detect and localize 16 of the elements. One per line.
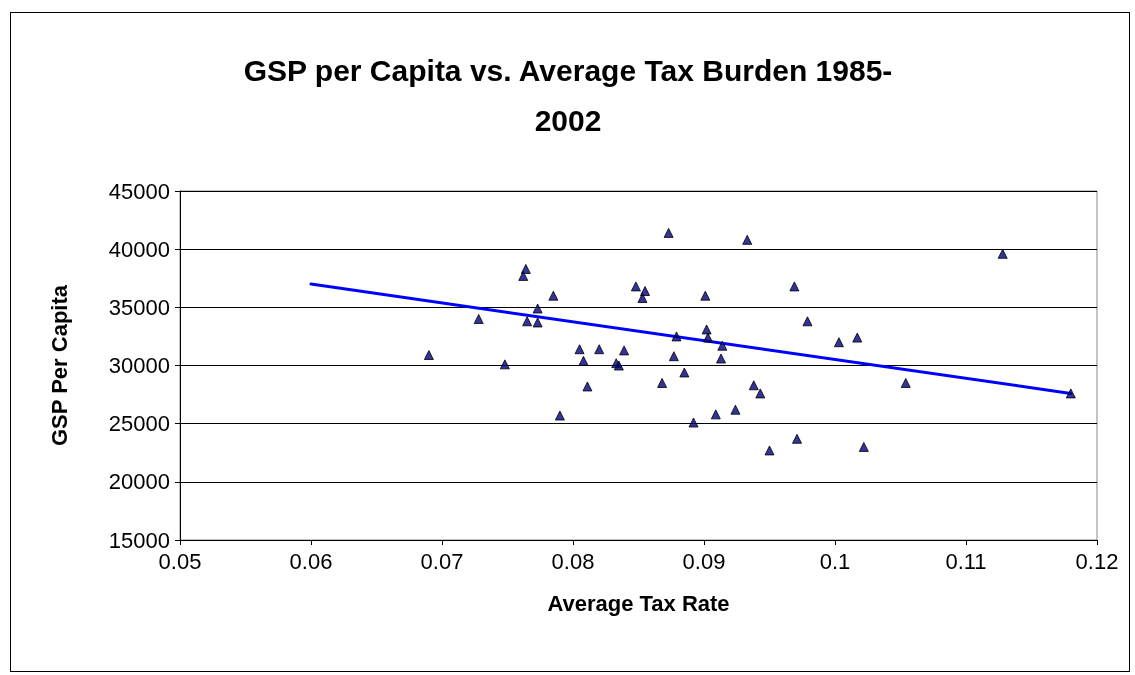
y-tick-label: 35000 (108, 294, 170, 320)
x-tick-label: 0.12 (1075, 548, 1119, 574)
x-tick-label: 0.06 (289, 548, 333, 574)
x-tick-label: 0.09 (682, 548, 726, 574)
y-tick-label: 40000 (108, 236, 170, 262)
y-tick-label: 30000 (108, 353, 170, 378)
x-tick-label: 0.1 (819, 548, 851, 574)
x-tick-label: 0.07 (420, 548, 464, 574)
x-axis-title: Average Tax Rate (547, 590, 730, 616)
y-tick-label: 25000 (108, 411, 170, 437)
y-tick-label: 45000 (108, 178, 170, 204)
y-axis-title: GSP Per Capita (46, 284, 72, 446)
x-tick-label: 0.11 (945, 548, 987, 574)
y-tick-label: 20000 (108, 469, 170, 495)
x-tick-label: 0.08 (551, 548, 595, 574)
chart-title: GSP per Capita vs. Average Tax Burden 1985- 2002 (243, 53, 893, 137)
